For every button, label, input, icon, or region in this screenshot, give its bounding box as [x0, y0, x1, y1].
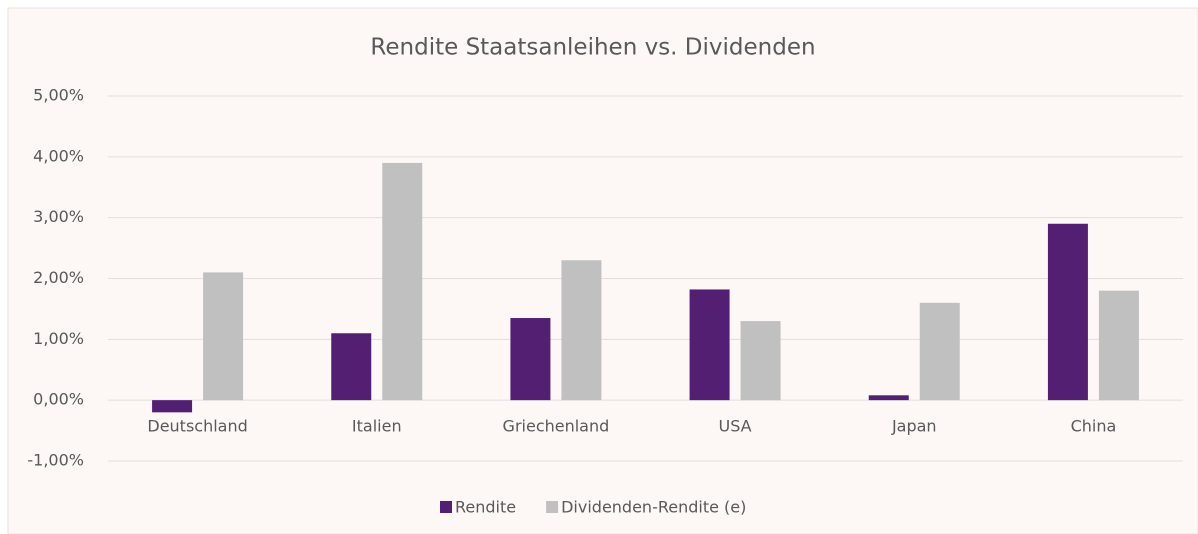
y-tick-label: 4,00% — [33, 146, 84, 165]
bar — [868, 395, 909, 401]
bar — [152, 400, 193, 413]
y-tick-label: 0,00% — [33, 390, 84, 409]
x-tick-label: Italien — [352, 417, 402, 436]
bar — [1047, 223, 1088, 401]
y-tick-label: 1,00% — [33, 329, 84, 348]
bar — [561, 260, 602, 401]
x-tick-label: Deutschland — [147, 417, 247, 436]
legend-swatch — [440, 501, 452, 513]
bar — [919, 302, 960, 401]
chart-title: Rendite Staatsanleihen vs. Dividenden — [370, 35, 815, 61]
chart-background — [7, 7, 1198, 534]
x-tick-label: Japan — [891, 417, 937, 436]
y-tick-label: 3,00% — [33, 207, 84, 226]
legend-label: Rendite — [455, 498, 516, 517]
bar — [689, 289, 730, 401]
bar — [740, 321, 781, 401]
legend-label: Dividenden-Rendite (e) — [561, 498, 746, 517]
bar — [510, 318, 551, 401]
y-tick-label: -1,00% — [27, 451, 84, 470]
bar — [331, 333, 372, 401]
y-tick-label: 2,00% — [33, 268, 84, 287]
bar — [1098, 290, 1139, 401]
x-tick-label: Griechenland — [503, 417, 610, 436]
bar — [382, 162, 423, 401]
bar — [203, 272, 244, 401]
y-tick-label: 5,00% — [33, 86, 84, 105]
legend-swatch — [546, 501, 559, 513]
x-tick-label: USA — [719, 417, 752, 436]
x-tick-label: China — [1071, 417, 1117, 436]
